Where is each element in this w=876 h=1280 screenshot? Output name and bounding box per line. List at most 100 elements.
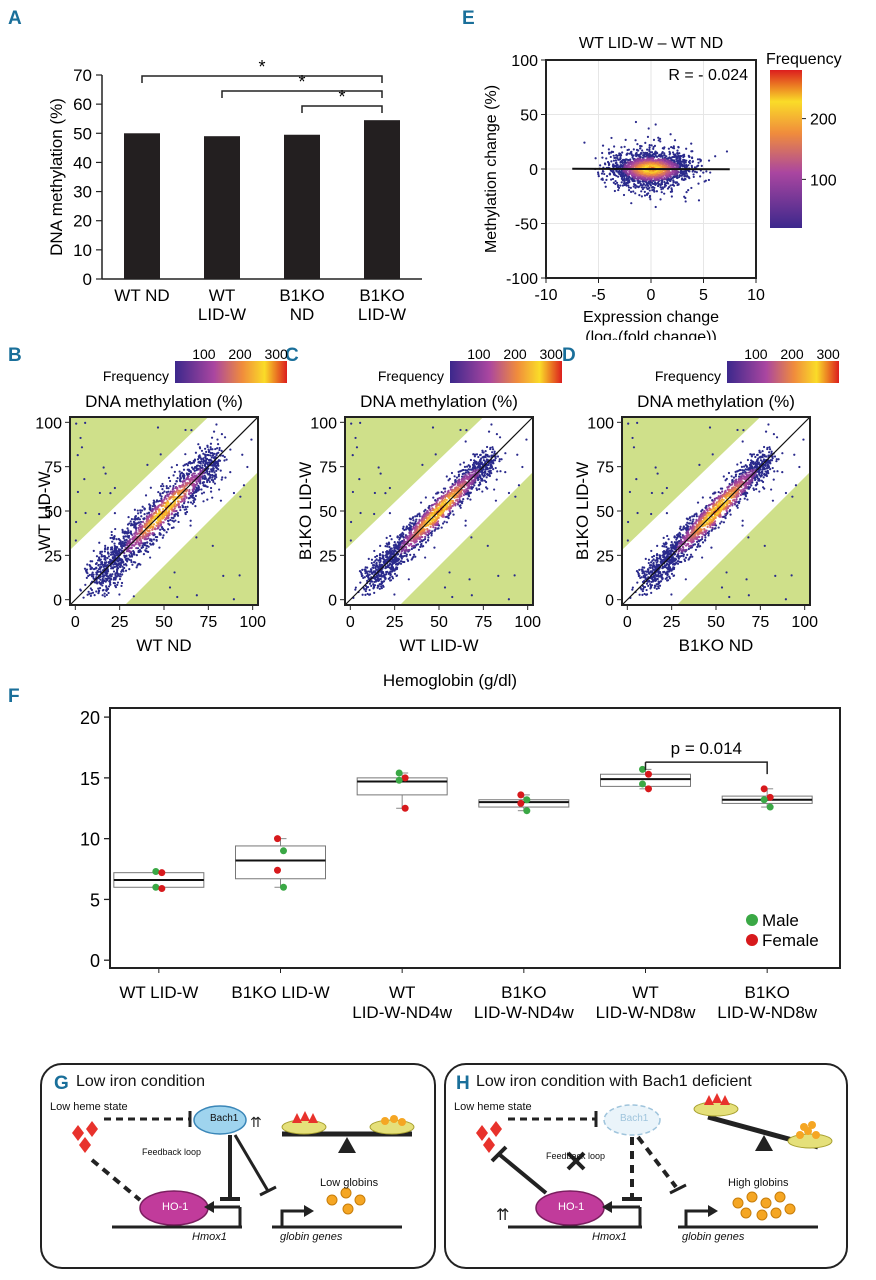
data-point: [114, 584, 117, 587]
data-point: [350, 422, 353, 425]
data-point: [195, 594, 198, 597]
data-point: [621, 184, 624, 187]
data-point: [178, 478, 182, 481]
data-point: [412, 553, 416, 556]
data-point: [213, 463, 217, 466]
data-point: [638, 158, 641, 161]
data-point: [644, 141, 647, 144]
data-point: [195, 467, 198, 470]
data-point: [202, 457, 205, 460]
data-point: [613, 189, 616, 193]
data-point: [664, 158, 667, 162]
data-point: [629, 151, 633, 154]
data-point: [403, 554, 406, 558]
chart-title: WT LID-W – WT ND: [579, 35, 723, 52]
data-point: [673, 163, 676, 166]
data-point: [86, 593, 89, 596]
data-point: [200, 457, 203, 460]
data-point: [110, 530, 113, 534]
data-point: [198, 477, 201, 480]
data-point: [643, 190, 646, 193]
x-tick-label: 100: [239, 614, 266, 631]
data-point: [172, 487, 175, 490]
data-point: [618, 169, 621, 173]
data-point: [599, 164, 602, 167]
data-point: [125, 564, 128, 567]
data-point: [206, 463, 210, 466]
data-point: [373, 512, 376, 516]
data-point: [449, 511, 452, 515]
data-point: [676, 149, 679, 152]
data-point: [121, 565, 124, 568]
data-point: [400, 533, 403, 536]
data-point: [617, 188, 620, 192]
data-point: [107, 591, 110, 595]
data-point: [206, 470, 209, 473]
data-point: [663, 152, 666, 155]
data-point: [672, 175, 675, 178]
data-point: [122, 570, 125, 573]
data-point: [202, 500, 205, 503]
data-point: [645, 158, 648, 161]
data-point: [445, 521, 449, 524]
data-point: [196, 482, 199, 485]
data-point: [639, 164, 642, 167]
data-point: [175, 509, 178, 513]
data-point: [467, 494, 470, 497]
data-point: [629, 160, 632, 163]
data-point: [115, 554, 119, 557]
x-tick-label: 0: [71, 614, 80, 631]
data-point: [616, 185, 620, 188]
data-point: [623, 183, 626, 187]
data-point: [160, 525, 164, 529]
data-point: [88, 592, 91, 595]
data-point: [635, 151, 638, 155]
data-point: [507, 491, 511, 495]
lower-shaded-region: [399, 471, 533, 605]
data-point: [121, 568, 124, 571]
data-point: [113, 544, 116, 548]
data-point: [106, 551, 110, 554]
data-point: [196, 458, 200, 461]
data-point: [605, 178, 608, 181]
data-point: [680, 169, 683, 172]
data-point: [194, 494, 197, 498]
data-point: [646, 148, 649, 151]
data-point: [607, 148, 610, 151]
data-point: [468, 578, 471, 581]
data-point: [180, 485, 184, 488]
data-point: [687, 164, 690, 167]
colorbar-label: Frequency: [378, 368, 444, 384]
data-point: [504, 471, 507, 474]
data-point: [166, 495, 170, 498]
data-point: [697, 161, 700, 164]
data-point: [109, 536, 112, 540]
data-point: [619, 161, 622, 164]
data-point: [414, 515, 417, 518]
data-point: [399, 541, 402, 544]
data-point: [651, 162, 655, 165]
data-point: [658, 137, 662, 140]
data-point: [104, 544, 107, 547]
data-point: [630, 202, 633, 205]
data-point: [206, 480, 209, 484]
data-point: [126, 540, 129, 543]
data-point: [416, 525, 419, 528]
data-point: [361, 593, 364, 596]
data-point: [656, 162, 659, 165]
data-point: [650, 151, 654, 154]
data-point: [653, 171, 656, 174]
data-point: [445, 475, 448, 478]
data-point: [696, 158, 700, 161]
data-point: [100, 550, 104, 553]
data-point: [702, 171, 705, 174]
data-point: [684, 161, 687, 164]
data-point: [192, 461, 196, 464]
data-point: [137, 541, 140, 544]
data-point: [215, 476, 218, 479]
data-point: [652, 138, 656, 141]
data-point: [117, 548, 120, 551]
data-point: [670, 162, 674, 165]
data-point: [139, 530, 142, 533]
data-point: [453, 486, 457, 490]
